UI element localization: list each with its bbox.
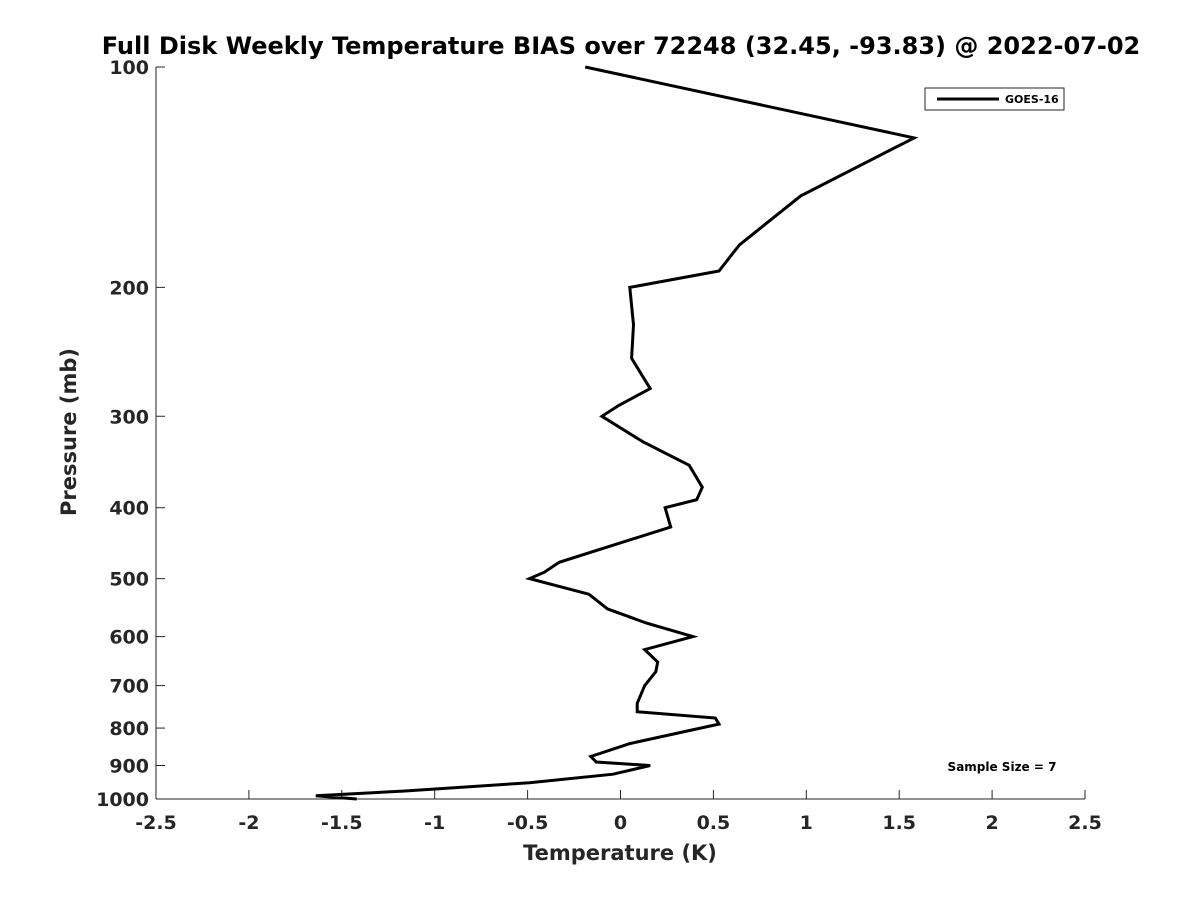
x-tick-label: 0.5 bbox=[697, 812, 731, 834]
sample-size-annotation: Sample Size = 7 bbox=[948, 760, 1057, 774]
x-tick-label: -2 bbox=[238, 812, 259, 834]
x-tick-label: -2.5 bbox=[135, 812, 177, 834]
x-axis-label: Temperature (K) bbox=[523, 841, 717, 865]
x-tick-labels: -2.5 -2 -1.5 -1 -0.5 0 0.5 1 1.5 2 2.5 bbox=[135, 812, 1102, 834]
tick-marks bbox=[155, 66, 1086, 800]
y-tick-label: 200 bbox=[109, 277, 149, 299]
x-tick-label: -1 bbox=[424, 812, 445, 834]
series-lines bbox=[315, 65, 919, 801]
y-tick-label: 800 bbox=[109, 718, 149, 740]
y-tick-label: 100 bbox=[109, 57, 149, 79]
x-tick-label: -1.5 bbox=[321, 812, 363, 834]
y-tick-label: 400 bbox=[109, 498, 149, 520]
x-tick-label: 2.5 bbox=[1068, 812, 1102, 834]
legend: GOES-16 bbox=[924, 87, 1065, 111]
y-tick-label: 1000 bbox=[96, 789, 149, 811]
x-tick-label: 0 bbox=[614, 812, 627, 834]
x-tick-label: 1 bbox=[800, 812, 813, 834]
series-line-goes-16 bbox=[315, 65, 919, 801]
legend-entry-goes-16: GOES-16 bbox=[1005, 93, 1059, 106]
chart-title: Full Disk Weekly Temperature BIAS over 7… bbox=[102, 32, 1141, 60]
y-tick-label: 700 bbox=[109, 676, 149, 698]
y-tick-labels: 100 200 300 400 500 600 700 800 900 1000 bbox=[96, 57, 149, 811]
x-tick-label: 1.5 bbox=[882, 812, 916, 834]
y-tick-label: 600 bbox=[109, 627, 149, 649]
y-axis-label: Pressure (mb) bbox=[57, 348, 81, 516]
y-tick-label: 500 bbox=[109, 569, 149, 591]
x-tick-label: -0.5 bbox=[507, 812, 549, 834]
y-tick-label: 900 bbox=[109, 756, 149, 778]
x-tick-label: 2 bbox=[985, 812, 998, 834]
y-tick-label: 300 bbox=[109, 406, 149, 428]
